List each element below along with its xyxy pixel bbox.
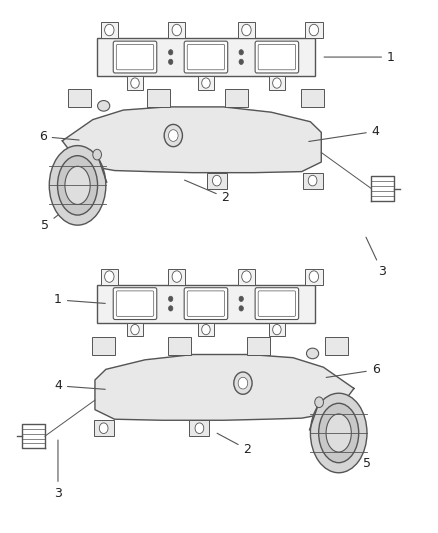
Circle shape xyxy=(172,25,181,36)
FancyBboxPatch shape xyxy=(255,288,299,319)
FancyBboxPatch shape xyxy=(101,22,118,38)
Circle shape xyxy=(169,59,173,64)
FancyBboxPatch shape xyxy=(225,90,248,107)
Text: 5: 5 xyxy=(332,429,371,470)
Circle shape xyxy=(272,78,281,88)
Text: 6: 6 xyxy=(326,364,380,377)
FancyBboxPatch shape xyxy=(207,173,227,189)
FancyBboxPatch shape xyxy=(258,291,296,317)
FancyBboxPatch shape xyxy=(269,322,285,336)
Circle shape xyxy=(99,423,108,433)
Circle shape xyxy=(330,423,339,433)
Circle shape xyxy=(315,397,323,408)
Circle shape xyxy=(242,25,251,36)
Circle shape xyxy=(105,25,114,36)
FancyBboxPatch shape xyxy=(198,322,214,336)
Circle shape xyxy=(242,271,251,282)
FancyBboxPatch shape xyxy=(198,76,214,90)
FancyBboxPatch shape xyxy=(68,90,91,107)
Circle shape xyxy=(169,306,173,311)
FancyBboxPatch shape xyxy=(101,269,118,285)
FancyBboxPatch shape xyxy=(184,41,228,73)
FancyBboxPatch shape xyxy=(238,269,255,285)
Ellipse shape xyxy=(311,393,367,473)
FancyBboxPatch shape xyxy=(189,420,209,436)
FancyBboxPatch shape xyxy=(325,337,348,354)
Circle shape xyxy=(105,271,114,282)
FancyBboxPatch shape xyxy=(72,173,92,189)
Circle shape xyxy=(93,149,102,160)
Ellipse shape xyxy=(98,101,110,111)
Circle shape xyxy=(164,124,183,147)
FancyBboxPatch shape xyxy=(305,22,322,38)
FancyBboxPatch shape xyxy=(184,288,228,319)
Polygon shape xyxy=(62,107,321,173)
Circle shape xyxy=(212,175,221,186)
FancyBboxPatch shape xyxy=(187,291,225,317)
FancyBboxPatch shape xyxy=(116,291,154,317)
FancyBboxPatch shape xyxy=(113,288,157,319)
FancyBboxPatch shape xyxy=(258,44,296,70)
Circle shape xyxy=(309,271,318,282)
Text: 1: 1 xyxy=(324,51,395,63)
Ellipse shape xyxy=(319,403,359,463)
Circle shape xyxy=(239,296,244,302)
Circle shape xyxy=(131,325,139,335)
Text: 1: 1 xyxy=(54,293,105,306)
Ellipse shape xyxy=(57,156,98,215)
FancyBboxPatch shape xyxy=(305,269,322,285)
FancyBboxPatch shape xyxy=(168,337,191,354)
FancyBboxPatch shape xyxy=(127,322,143,336)
FancyBboxPatch shape xyxy=(127,76,143,90)
FancyBboxPatch shape xyxy=(168,22,185,38)
Ellipse shape xyxy=(49,146,106,225)
FancyBboxPatch shape xyxy=(303,173,322,189)
Circle shape xyxy=(195,423,204,433)
Polygon shape xyxy=(95,354,354,420)
FancyBboxPatch shape xyxy=(97,285,315,322)
FancyBboxPatch shape xyxy=(116,44,154,70)
FancyBboxPatch shape xyxy=(238,22,255,38)
FancyBboxPatch shape xyxy=(255,41,299,73)
Circle shape xyxy=(239,306,244,311)
Text: 2: 2 xyxy=(217,433,251,456)
Circle shape xyxy=(78,175,86,186)
FancyBboxPatch shape xyxy=(147,90,170,107)
Circle shape xyxy=(202,78,210,88)
Text: 4: 4 xyxy=(54,379,105,392)
Circle shape xyxy=(308,175,317,186)
FancyBboxPatch shape xyxy=(301,90,324,107)
FancyBboxPatch shape xyxy=(168,269,185,285)
Ellipse shape xyxy=(65,166,90,205)
Text: 6: 6 xyxy=(39,130,79,143)
Text: 3: 3 xyxy=(54,440,62,500)
Circle shape xyxy=(169,50,173,55)
FancyBboxPatch shape xyxy=(324,420,344,436)
FancyBboxPatch shape xyxy=(97,38,315,76)
Circle shape xyxy=(309,25,318,36)
Circle shape xyxy=(238,377,248,389)
Text: 4: 4 xyxy=(309,125,380,141)
Circle shape xyxy=(202,325,210,335)
Circle shape xyxy=(234,372,252,394)
FancyBboxPatch shape xyxy=(187,44,225,70)
FancyBboxPatch shape xyxy=(92,337,115,354)
Circle shape xyxy=(169,296,173,302)
Circle shape xyxy=(239,50,244,55)
Ellipse shape xyxy=(307,348,319,359)
Text: 2: 2 xyxy=(184,180,230,204)
Circle shape xyxy=(131,78,139,88)
Circle shape xyxy=(239,59,244,64)
FancyBboxPatch shape xyxy=(113,41,157,73)
Circle shape xyxy=(272,325,281,335)
Circle shape xyxy=(172,271,181,282)
Text: 3: 3 xyxy=(366,237,386,278)
Circle shape xyxy=(169,130,178,141)
FancyBboxPatch shape xyxy=(269,76,285,90)
Ellipse shape xyxy=(326,414,351,452)
Text: 5: 5 xyxy=(41,195,84,232)
FancyBboxPatch shape xyxy=(94,420,114,436)
FancyBboxPatch shape xyxy=(247,337,270,354)
